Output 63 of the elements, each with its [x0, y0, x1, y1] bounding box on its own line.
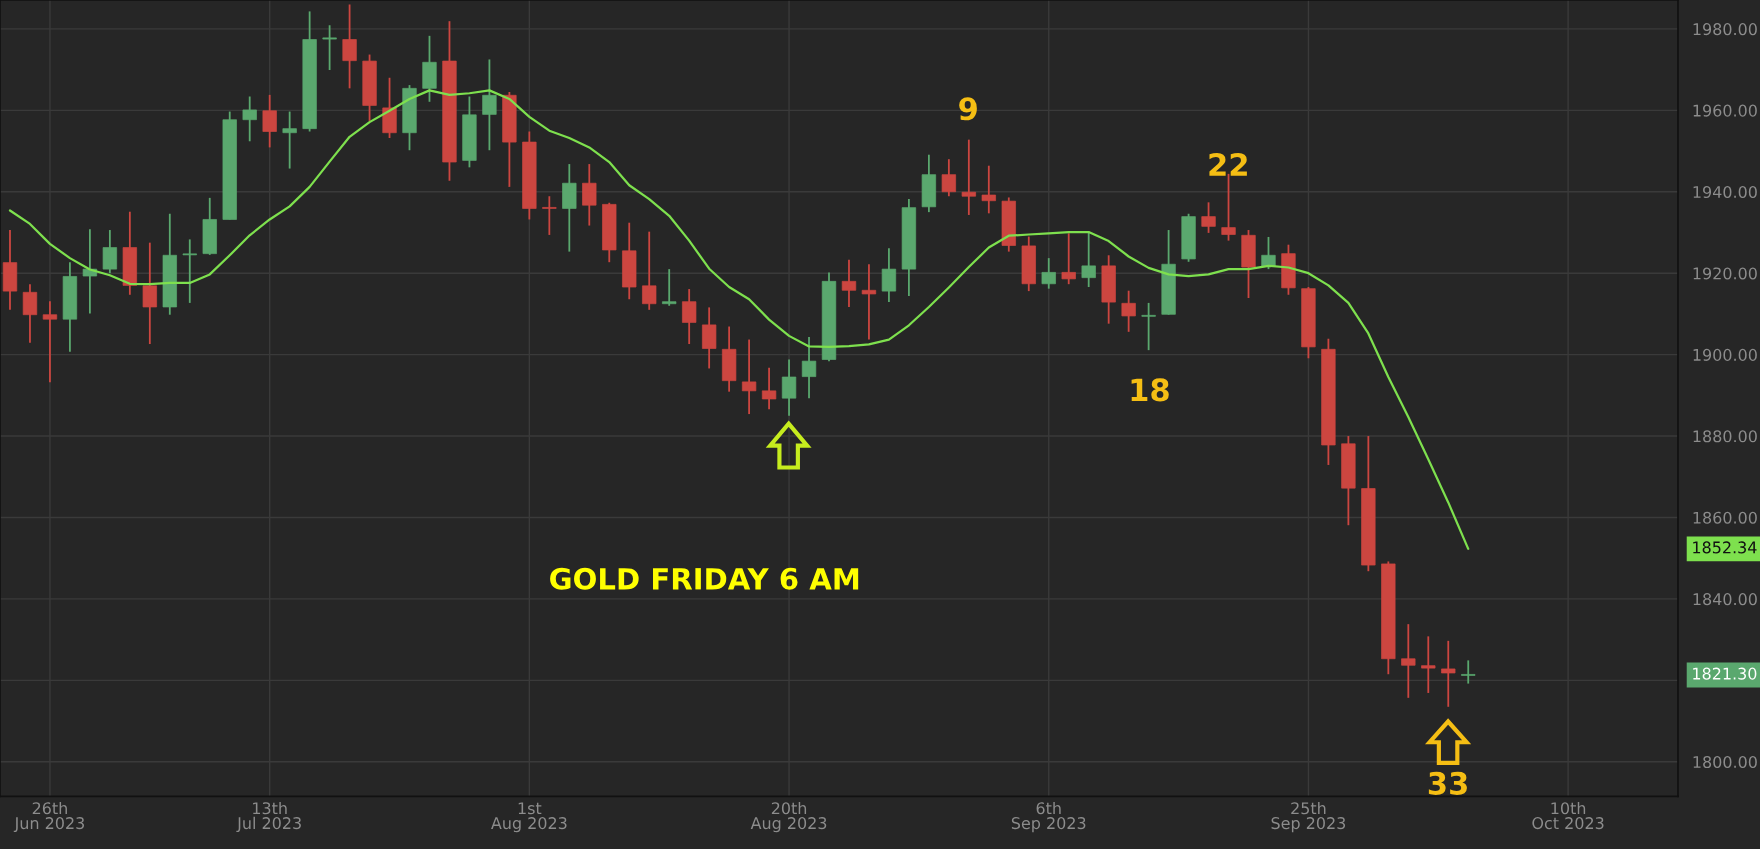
candlestick	[1201, 201, 1216, 234]
candlestick	[682, 288, 697, 345]
y-tick-label: 1900.00	[1693, 348, 1757, 361]
candlestick	[1401, 623, 1416, 699]
line-series	[8, 89, 1470, 550]
y-tick-label: 1840.00	[1693, 593, 1757, 606]
y-tick-label: 1880.00	[1693, 430, 1757, 443]
candlestick	[662, 268, 677, 307]
candlestick	[1461, 659, 1476, 685]
candlestick	[1061, 232, 1076, 286]
y-tick-label: 1920.00	[1693, 267, 1757, 280]
candlestick	[1141, 302, 1156, 352]
y-tick-label: 1860.00	[1693, 511, 1757, 524]
y-tick-label: 1940.00	[1693, 185, 1757, 199]
x-tick-label: 13th Jul 2023	[236, 801, 301, 833]
candlestick	[322, 24, 337, 71]
candlestick	[642, 230, 657, 311]
y-tick-label: 1800.00	[1693, 755, 1757, 769]
candlestick	[582, 163, 597, 227]
candlestick	[482, 58, 497, 152]
annotation: 18	[1131, 378, 1169, 402]
annotation: GOLD FRIDAY 6 AM	[550, 567, 859, 590]
candlestick	[1041, 257, 1056, 290]
x-tick-label: 25th Sep 2023	[1271, 801, 1346, 833]
text: 1852.34	[1693, 541, 1757, 554]
candlestick	[861, 263, 877, 341]
candlestick	[182, 238, 197, 304]
candlestick	[22, 283, 38, 344]
candlestick	[841, 258, 857, 308]
candlestick	[282, 110, 297, 170]
candlestick	[781, 358, 797, 417]
annotation: 33	[1428, 771, 1467, 795]
candlestick	[262, 93, 277, 149]
candlestick	[1121, 289, 1136, 333]
candlestick	[102, 229, 118, 275]
candlestick	[761, 366, 777, 411]
candlestick	[941, 158, 956, 198]
candlestick	[342, 3, 357, 90]
text: 1821.30	[1693, 667, 1757, 680]
candlestick	[82, 228, 98, 315]
candlestick	[702, 306, 717, 370]
annotation: 22	[1209, 152, 1247, 176]
y-tick-label: 1960.00	[1693, 104, 1757, 117]
candlestick	[542, 195, 557, 236]
candlestick	[142, 241, 157, 345]
x-tick-label: 6th Sep 2023	[1011, 801, 1086, 833]
candlestick	[1441, 639, 1456, 708]
candlestick	[981, 164, 996, 215]
candlestick	[881, 247, 897, 304]
x-tick-label: 20th Aug 2023	[750, 801, 827, 833]
x-tick-label: 10th Oct 2023	[1532, 801, 1604, 830]
x-tick-label: 1st Aug 2023	[491, 802, 567, 833]
candlestick	[1421, 635, 1436, 694]
candlestick	[741, 338, 757, 415]
y-tick-label: 1980.00	[1693, 23, 1757, 36]
annotation: 9	[959, 97, 977, 121]
candlestick	[961, 138, 976, 216]
candlestick	[801, 336, 817, 400]
candlestick	[1261, 236, 1276, 271]
x-tick-label: 26th Jun 2023	[13, 801, 84, 833]
candlestick	[1081, 230, 1096, 288]
candlestick	[242, 95, 257, 143]
candlestick	[42, 300, 58, 384]
